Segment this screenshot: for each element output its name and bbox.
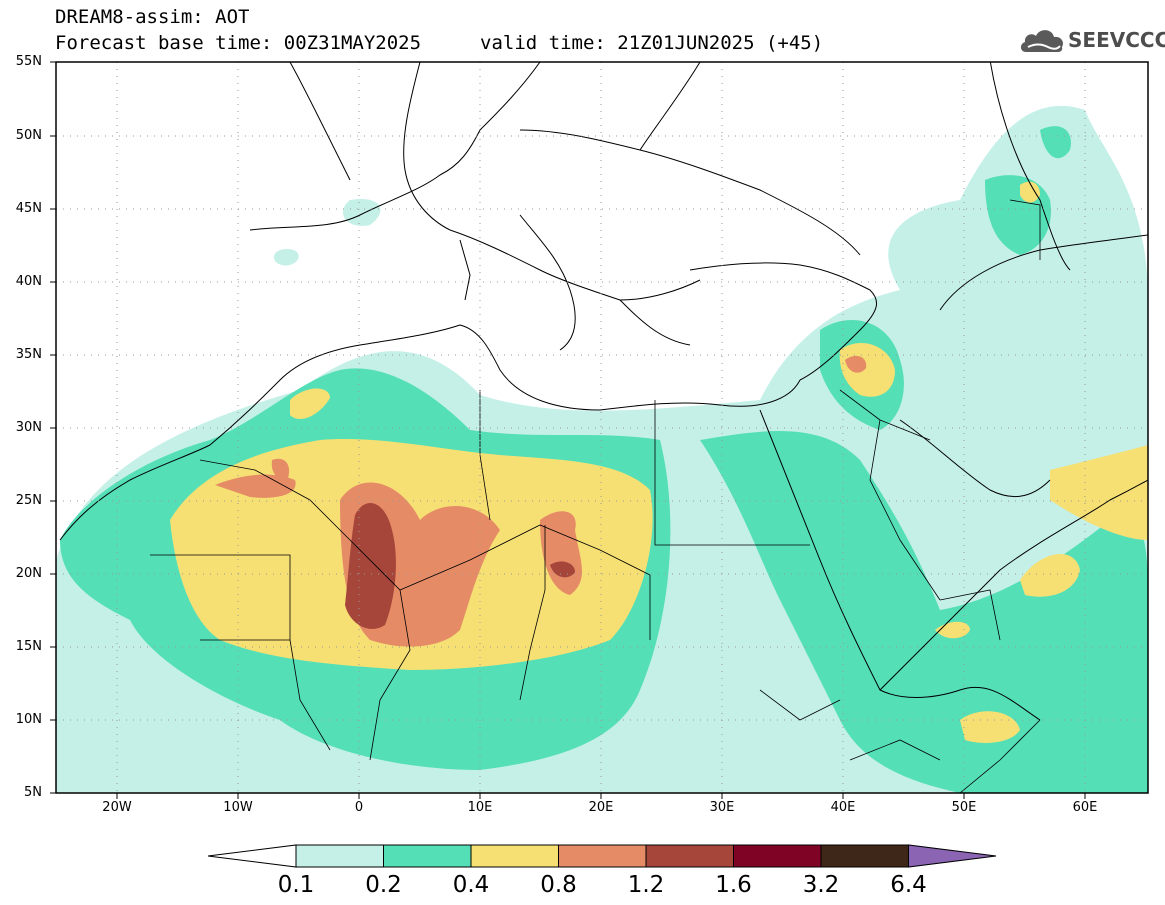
lon-label: 20W [102,800,132,815]
lat-label: 35N [15,347,42,362]
lon-label: 20E [588,800,614,815]
lat-label: 20N [15,566,42,581]
colorbar-label: 0.1 [277,872,315,898]
logo-text: SEEVCCC [1068,28,1165,52]
colorbar-label: 0.2 [365,872,402,898]
colorbar-box-7 [820,844,909,868]
lat-label: 40N [15,274,42,289]
colorbar-label: 1.6 [715,872,752,898]
seevccc-logo: SEEVCCC [1018,22,1165,58]
cloud-icon [1020,30,1064,52]
colorbar-box-5 [645,844,734,868]
forecast-base-time: Forecast base time: 00Z31MAY2025 [55,32,422,54]
lat-label: 50N [15,128,42,143]
lon-label: 0 [354,800,364,815]
colorbar-box-3 [470,844,559,868]
lat-label: 30N [15,420,42,435]
valid-time: valid time: 21Z01JUN2025 (+45) [480,32,824,54]
colorbar-label: 1.2 [627,872,665,898]
lat-label: 25N [15,493,42,508]
colorbar-label: 0.4 [452,872,490,898]
lon-label: 50E [951,800,977,815]
lat-label: 55N [15,54,42,69]
colorbar-box-6 [733,844,822,868]
map-title: DREAM8-assim: AOT [55,6,250,28]
coastlines [59,62,1148,721]
colorbar-box-4 [558,844,647,868]
lon-label: 40E [830,800,856,815]
lon-label: 10E [467,800,493,815]
colorbar-box-1 [295,844,384,868]
aot-band-1-2 [345,503,575,629]
lat-label: 15N [15,639,42,654]
colorbar-label: 3.2 [802,872,840,898]
lat-label: 10N [15,712,42,727]
colorbar-max-arrow [908,844,997,868]
colorbar-label: 0.8 [540,872,577,898]
colorbar-box-2 [383,844,472,868]
lat-label: 5N [24,785,42,800]
lat-label: 45N [15,201,42,216]
axis-ticks [50,61,1086,799]
lon-label: 60E [1072,800,1098,815]
colorbar-min-arrow [207,844,297,868]
colorbar [207,844,997,868]
lon-label: 10W [223,800,253,815]
colorbar-label: 6.4 [890,872,927,898]
graticule [56,62,1148,793]
lon-label: 30E [709,800,735,815]
